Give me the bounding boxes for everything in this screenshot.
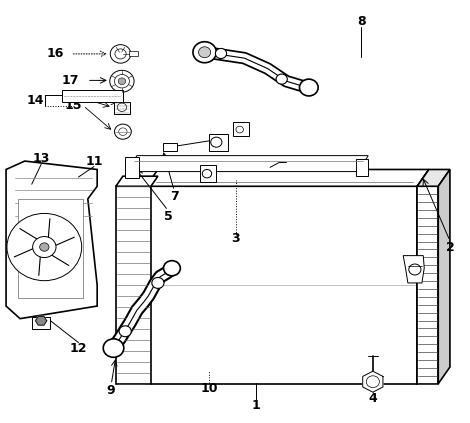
Circle shape	[118, 78, 125, 85]
Polygon shape	[116, 176, 158, 186]
Polygon shape	[6, 161, 97, 319]
Text: 5: 5	[164, 210, 172, 223]
Bar	[163, 143, 177, 151]
Text: 11: 11	[85, 154, 102, 168]
Text: 16: 16	[47, 47, 64, 60]
Text: 9: 9	[107, 384, 116, 397]
Circle shape	[117, 103, 126, 112]
Circle shape	[115, 49, 126, 59]
Bar	[18, 199, 83, 298]
Circle shape	[118, 128, 127, 135]
Bar	[62, 91, 123, 102]
Bar	[116, 186, 151, 384]
Text: 7: 7	[170, 190, 179, 203]
Bar	[356, 159, 368, 176]
Circle shape	[103, 339, 124, 357]
Circle shape	[110, 45, 131, 63]
Bar	[129, 52, 138, 56]
Polygon shape	[130, 156, 368, 172]
Circle shape	[202, 170, 212, 178]
Text: 6: 6	[415, 264, 424, 277]
Circle shape	[366, 376, 379, 387]
Text: 17: 17	[62, 74, 79, 87]
Circle shape	[409, 264, 421, 275]
Bar	[417, 186, 438, 384]
Circle shape	[211, 137, 222, 147]
Circle shape	[198, 47, 211, 58]
Bar	[32, 317, 50, 329]
Circle shape	[215, 49, 227, 58]
Text: 13: 13	[32, 152, 50, 165]
Circle shape	[110, 70, 134, 92]
Polygon shape	[438, 170, 450, 384]
Text: 8: 8	[357, 15, 366, 28]
Bar	[209, 134, 228, 151]
Circle shape	[193, 42, 216, 63]
Polygon shape	[417, 170, 450, 186]
Circle shape	[276, 74, 287, 84]
Circle shape	[299, 79, 318, 96]
Bar	[200, 165, 216, 182]
Bar	[114, 102, 130, 114]
Polygon shape	[363, 371, 383, 392]
Polygon shape	[403, 255, 424, 283]
Circle shape	[32, 236, 56, 258]
Polygon shape	[417, 170, 429, 384]
Circle shape	[7, 214, 82, 281]
Bar	[233, 122, 249, 136]
Bar	[146, 186, 417, 384]
Text: 1: 1	[251, 399, 260, 412]
Polygon shape	[36, 316, 47, 325]
Text: 4: 4	[368, 392, 377, 405]
Polygon shape	[146, 170, 429, 186]
Text: 15: 15	[65, 99, 83, 112]
Text: 14: 14	[27, 93, 44, 107]
Text: 10: 10	[201, 382, 218, 396]
Circle shape	[119, 326, 131, 337]
Circle shape	[115, 74, 129, 88]
Text: 12: 12	[70, 341, 87, 354]
Circle shape	[39, 243, 49, 251]
Text: 3: 3	[232, 232, 240, 245]
Circle shape	[152, 277, 164, 288]
Circle shape	[236, 126, 243, 133]
Circle shape	[164, 261, 180, 276]
Bar	[125, 157, 139, 178]
Circle shape	[115, 124, 131, 139]
Text: 2: 2	[446, 241, 454, 254]
